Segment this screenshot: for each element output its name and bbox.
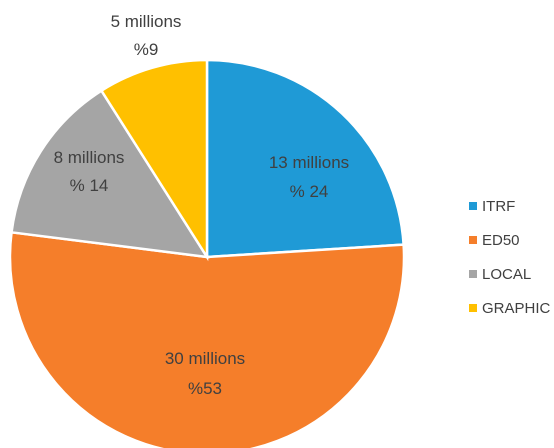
data-label-itrf-value: 13 millions bbox=[269, 153, 349, 172]
data-label-graphic-percent: %9 bbox=[134, 40, 159, 59]
legend-marker-local bbox=[469, 270, 477, 278]
legend-marker-graphic bbox=[469, 304, 477, 312]
data-label-ed50-value: 30 millions bbox=[165, 349, 245, 368]
data-label-local-value: 8 millions bbox=[54, 148, 125, 167]
pie-slice-itrf bbox=[205, 58, 405, 259]
data-label-itrf-percent: % 24 bbox=[290, 182, 329, 201]
pie-slices bbox=[8, 58, 406, 448]
pie-slice-local bbox=[10, 88, 210, 259]
legend-label-graphic: GRAPHIC bbox=[482, 300, 551, 317]
legend-marker-itrf bbox=[469, 202, 477, 210]
legend: ITRF ED50 LOCAL GRAPHIC bbox=[469, 198, 551, 317]
legend-label-itrf: ITRF bbox=[482, 198, 515, 215]
legend-label-ed50: ED50 bbox=[482, 232, 520, 249]
pie-slice-ed50 bbox=[8, 230, 406, 448]
legend-marker-ed50 bbox=[469, 236, 477, 244]
data-label-graphic-value: 5 millions bbox=[111, 12, 182, 31]
legend-label-local: LOCAL bbox=[482, 266, 531, 283]
data-label-ed50-percent: %53 bbox=[188, 379, 222, 398]
data-label-local-percent: % 14 bbox=[70, 176, 109, 195]
pie-slice-graphic bbox=[99, 58, 209, 262]
